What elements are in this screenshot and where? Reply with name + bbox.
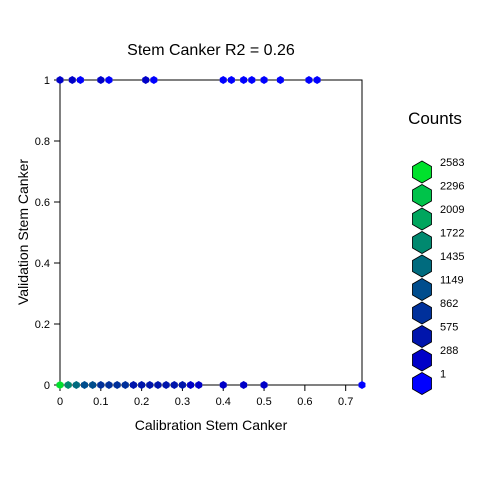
hexbin-cell: [113, 381, 121, 389]
x-tick-label: 0.1: [93, 396, 108, 408]
hexbin-cell: [219, 76, 227, 84]
y-axis: 0 0.2 0.4 0.6 0.8 1: [35, 75, 60, 392]
hexbin-cell: [142, 76, 150, 84]
hexbin-cell: [68, 76, 76, 84]
y-tick-label: 0.6: [35, 197, 50, 209]
legend-label: 1149: [440, 275, 464, 287]
hexbin-cell: [187, 381, 195, 389]
hexbin-cells: [56, 76, 366, 389]
hexbin-cell: [195, 381, 203, 389]
hexbin-cell: [248, 76, 256, 84]
hexbin-cell: [130, 381, 137, 389]
hexbin-cell: [276, 76, 284, 84]
hexbin-cell: [240, 381, 248, 389]
legend-swatch: [412, 254, 432, 278]
legend-title: Counts: [408, 109, 462, 128]
hexbin-cell: [150, 76, 158, 84]
hexbin-cell: [105, 76, 113, 84]
legend-swatch: [412, 207, 432, 231]
legend-swatch: [412, 231, 432, 254]
hexbin-cell: [240, 76, 248, 84]
hexbin-cell: [105, 381, 113, 389]
y-tick-label: 0: [44, 380, 50, 392]
x-tick-label: 0.4: [216, 396, 231, 408]
hexbin-cell: [219, 381, 227, 389]
hexbin-cell: [89, 381, 97, 389]
y-axis-label: Validation Stem Canker: [15, 159, 31, 305]
hexbin-cell: [72, 381, 80, 389]
x-tick-label: 0.6: [297, 396, 312, 408]
hexbin-cell: [305, 76, 313, 84]
legend-label: 288: [440, 345, 458, 357]
hexbin-cell: [178, 381, 186, 389]
x-axis-label: Calibration Stem Canker: [135, 417, 288, 433]
hexbin-cell: [227, 76, 235, 84]
y-tick-label: 0.8: [35, 136, 50, 148]
legend-label: 575: [440, 322, 458, 334]
chart-title: Stem Canker R2 = 0.26: [127, 42, 295, 59]
legend-label: 2296: [440, 181, 464, 193]
hexbin-cell: [121, 381, 129, 389]
legend-swatch: [412, 372, 432, 395]
legend-label: 2583: [440, 157, 464, 169]
legend-label: 1435: [440, 251, 464, 263]
hexbin-cell: [64, 381, 72, 389]
legend-label: 1: [440, 369, 446, 381]
x-tick-label: 0: [57, 396, 63, 408]
x-tick-label: 0.7: [338, 396, 353, 408]
hexbin-cell: [138, 381, 146, 389]
hexbin-cell: [76, 76, 84, 84]
hexbin-cell: [154, 381, 162, 389]
x-tick-label: 0.2: [134, 396, 149, 408]
legend-label: 2009: [440, 204, 464, 216]
hexbin-cell: [260, 76, 268, 84]
hexbin-cell: [260, 381, 268, 389]
hexbin-cell: [170, 381, 178, 389]
hexbin-cell: [81, 381, 88, 389]
hexbin-cell: [56, 76, 64, 84]
legend-swatch: [412, 325, 432, 348]
legend: 2583 2296 2009 1722 1435 1149 862 575 288 1: [412, 157, 464, 395]
legend-swatch: [412, 301, 432, 325]
legend-swatch: [412, 278, 432, 301]
legend-swatch: [412, 184, 432, 207]
x-tick-label: 0.3: [175, 396, 190, 408]
legend-label: 1722: [440, 228, 464, 240]
y-tick-label: 0.4: [35, 258, 50, 270]
legend-label: 862: [440, 298, 458, 310]
hexbin-cell: [162, 381, 170, 389]
y-tick-label: 1: [44, 75, 50, 87]
x-tick-label: 0.5: [256, 396, 271, 408]
legend-swatch: [412, 160, 432, 184]
y-tick-label: 0.2: [35, 319, 50, 331]
hexbin-cell: [313, 76, 321, 84]
hexbin-cell: [97, 76, 105, 84]
plot-frame: [59, 79, 363, 386]
legend-swatch: [412, 348, 432, 372]
hexbin-cell: [146, 381, 154, 389]
hexbin-cell: [97, 381, 105, 389]
hexbin-cell: [56, 381, 64, 389]
hexbin-cell: [358, 381, 366, 389]
